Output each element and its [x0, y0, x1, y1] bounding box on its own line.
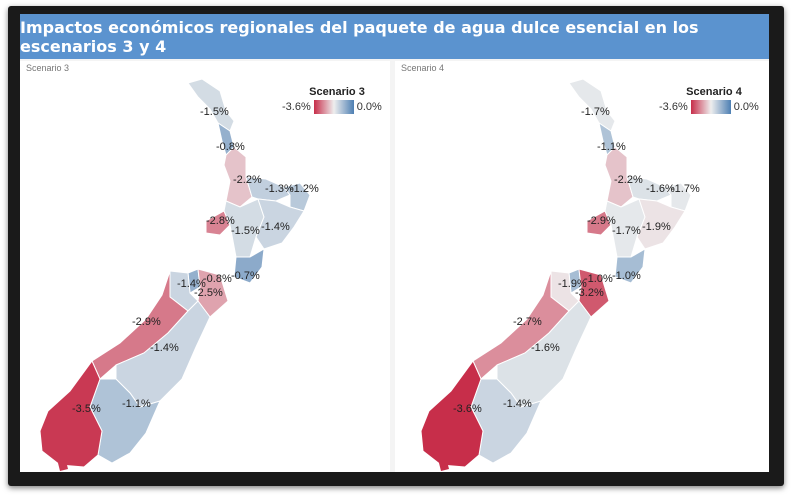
region-label-marlborough: -2.5%	[194, 287, 223, 299]
scenario-3-map: -1.5%-0.8%-2.2%-1.3%-1.2%-2.8%-1.5% -1.4%…	[39, 78, 319, 471]
region-label-gisborne: -1.2%	[290, 183, 319, 195]
region-stewart-island	[439, 461, 449, 471]
region-southland[interactable]	[420, 360, 484, 468]
region-hawke-s-bay[interactable]	[636, 198, 686, 250]
region-label-waikato: -2.2%	[614, 174, 643, 186]
region-label-canterbury: -1.6%	[531, 342, 560, 354]
legend-color-ramp	[690, 100, 731, 114]
region-label-manawatu-wanganui: -1.5%	[231, 225, 260, 237]
region-label-hawke-s-bay: -1.9%	[642, 221, 671, 233]
region-waikato[interactable]	[223, 146, 253, 208]
region-bay-of-plenty[interactable]	[245, 176, 291, 202]
region-label-wellington: -1.0%	[612, 270, 641, 282]
legend-max: 0.0%	[733, 101, 759, 113]
region-label-waikato: -2.2%	[233, 174, 262, 186]
region-label-bay-of-plenty: -1.3%	[265, 183, 294, 195]
region-wellington[interactable]	[233, 248, 265, 284]
region-northland[interactable]	[187, 78, 235, 132]
region-label-auckland: -0.8%	[216, 141, 245, 153]
region-west-coast[interactable]	[472, 270, 570, 380]
legend-color-ramp	[313, 100, 354, 114]
scenario-4-legend: Scenario 4 -3.6% 0.0%	[659, 86, 769, 114]
page-title: Impactos económicos regionales del paque…	[20, 17, 699, 56]
scenario-4-map: -1.7%-1.1%-2.2%-1.6%-1.7%-2.9%-1.7% -1.9%…	[420, 78, 700, 471]
legend-max: 0.0%	[356, 101, 382, 113]
scenario-3-tab-label: Scenario 3	[26, 63, 70, 73]
legend-min: -3.6%	[282, 101, 311, 113]
region-southland[interactable]	[39, 360, 103, 468]
region-label-northland: -1.7%	[581, 106, 610, 118]
region-manawatu-wanganui[interactable]	[223, 198, 265, 258]
region-label-west-coast: -2.7%	[513, 316, 542, 328]
region-taranaki[interactable]	[205, 210, 231, 236]
scenario-4-tab-label: Scenario 4	[401, 63, 445, 73]
title-bar: Impactos económicos regionales del paque…	[20, 14, 769, 59]
region-label-nelson: -0.8%	[203, 273, 232, 285]
region-west-coast[interactable]	[91, 270, 189, 380]
region-label-canterbury: -1.4%	[150, 342, 179, 354]
region-hawke-s-bay[interactable]	[255, 198, 305, 250]
legend-title: Scenario 3	[309, 86, 365, 98]
region-taranaki[interactable]	[586, 210, 612, 236]
region-label-marlborough: -3.2%	[575, 287, 604, 299]
region-label-hawke-s-bay: -1.4%	[261, 221, 290, 233]
scenario-3-panel: Scenario 3 -1.5% -0.8% -2.2% -1.3% -1.2% -2.8…	[20, 61, 390, 472]
region-label-southland: -3.6%	[453, 403, 482, 415]
region-label-west-coast: -2.9%	[132, 316, 161, 328]
region-label-wellington: -0.7%	[231, 270, 260, 282]
dashboard-card: Impactos económicos regionales del paque…	[20, 14, 769, 472]
region-label-gisborne: -1.7%	[671, 183, 700, 195]
region-label-nelson: -1.0%	[584, 273, 613, 285]
region-wellington[interactable]	[614, 248, 646, 284]
region-stewart-island	[58, 461, 68, 471]
region-label-manawatu-wanganui: -1.7%	[612, 225, 641, 237]
region-northland[interactable]	[568, 78, 616, 132]
region-label-auckland: -1.1%	[597, 141, 626, 153]
region-label-otago: -1.1%	[122, 398, 151, 410]
legend-min: -3.6%	[659, 101, 688, 113]
region-label-tasman: -1.4%	[177, 278, 206, 290]
region-bay-of-plenty[interactable]	[626, 176, 672, 202]
region-label-tasman: -1.9%	[558, 278, 587, 290]
scenario-3-legend: Scenario 3 -3.6% 0.0%	[282, 86, 392, 114]
scenario-4-panel: Scenario 4 -1.7% -1.1% -2.2% -1.6% -1.7% -2.9…	[395, 61, 769, 472]
region-label-northland: -1.5%	[200, 106, 229, 118]
region-label-otago: -1.4%	[503, 398, 532, 410]
region-label-bay-of-plenty: -1.6%	[646, 183, 675, 195]
region-manawatu-wanganui[interactable]	[604, 198, 646, 258]
region-waikato[interactable]	[604, 146, 634, 208]
legend-title: Scenario 4	[686, 86, 742, 98]
region-label-taranaki: -2.9%	[587, 215, 616, 227]
region-label-southland: -3.5%	[72, 403, 101, 415]
region-label-taranaki: -2.8%	[206, 215, 235, 227]
